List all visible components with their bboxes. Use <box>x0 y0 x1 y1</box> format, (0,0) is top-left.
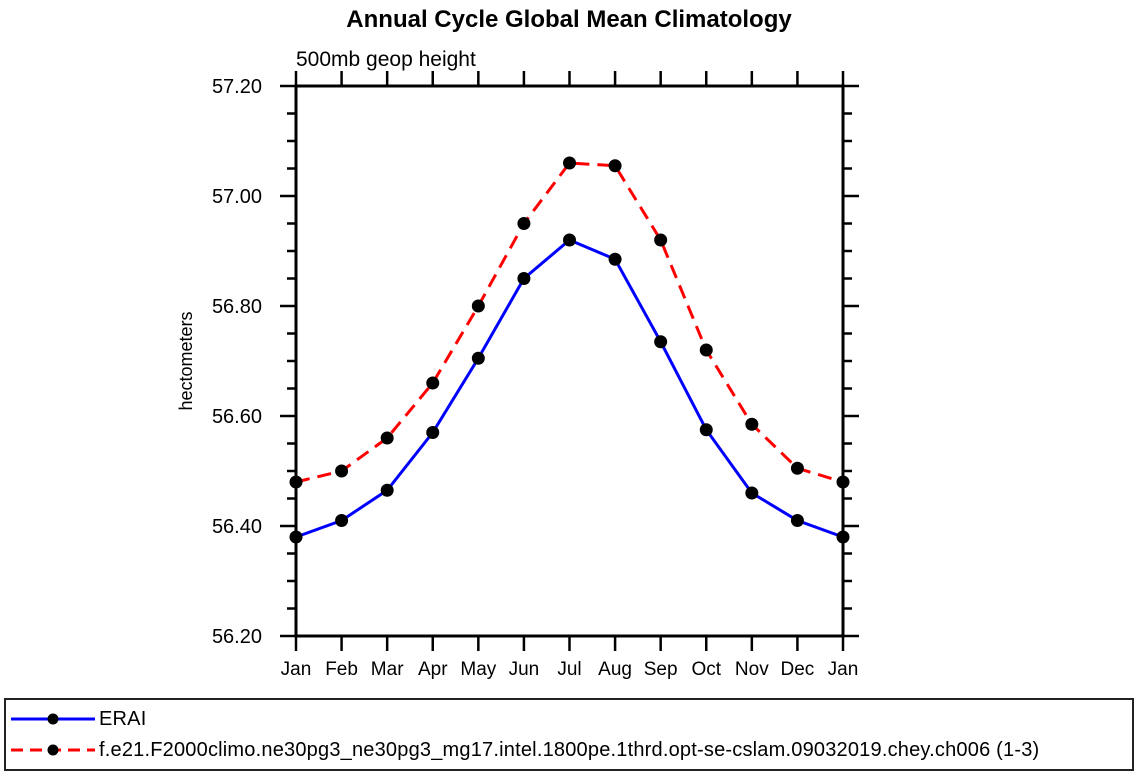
x-tick-label: May <box>460 659 496 680</box>
data-point-marker <box>471 351 485 365</box>
x-tick-label: Feb <box>325 659 358 680</box>
x-tick-label: Dec <box>781 659 815 680</box>
y-tick-label: 57.20 <box>212 76 262 98</box>
data-point-marker <box>654 335 668 349</box>
data-point-marker <box>836 530 850 544</box>
x-tick-label: Jul <box>557 659 581 680</box>
data-point-marker <box>790 514 804 527</box>
legend: ERAI f.e21.F2000climo.ne30pg3_ne30pg3_mg… <box>4 698 1134 771</box>
data-point-marker <box>471 299 485 313</box>
data-point-marker <box>563 233 576 247</box>
data-point-marker <box>563 156 576 170</box>
data-point-marker <box>517 272 531 285</box>
x-tick-label: Mar <box>371 659 404 680</box>
data-point-marker <box>836 475 850 489</box>
x-tick-label: Apr <box>418 659 448 680</box>
data-point-marker <box>335 514 349 527</box>
x-tick-label: Jan <box>828 659 859 680</box>
chart-title: Annual Cycle Global Mean Climatology <box>346 6 792 33</box>
data-point-marker <box>289 475 303 489</box>
data-point-marker <box>699 343 713 357</box>
data-point-marker <box>380 431 394 445</box>
y-tick-label: 57.00 <box>212 186 262 208</box>
data-point-marker <box>745 486 759 500</box>
series-line-erai <box>295 238 844 539</box>
y-tick-label: 56.40 <box>212 516 262 538</box>
data-point-marker <box>380 483 394 497</box>
legend-label-model: f.e21.F2000climo.ne30pg3_ne30pg3_mg17.in… <box>99 739 1040 761</box>
data-point-marker <box>289 530 303 544</box>
chart-canvas: Annual Cycle Global Mean Climatology 500… <box>176 6 859 680</box>
y-axis-label: hectometers <box>176 311 196 410</box>
legend-line-sample-model <box>11 744 95 756</box>
y-tick-label: 56.60 <box>212 406 262 428</box>
data-point-marker <box>517 217 531 230</box>
x-tick-label: Oct <box>691 659 721 680</box>
data-point-marker <box>608 159 622 173</box>
legend-item-erai: ERAI <box>10 709 1132 729</box>
x-tick-label: Jan <box>281 659 312 680</box>
x-tick-label: Jun <box>509 659 540 680</box>
legend-marker-icon <box>47 744 59 756</box>
data-point-marker <box>654 233 668 247</box>
legend-marker-icon <box>47 713 59 725</box>
data-point-marker <box>335 464 349 478</box>
data-point-marker <box>426 426 440 439</box>
y-tick-label: 56.80 <box>212 296 262 318</box>
legend-item-model: f.e21.F2000climo.ne30pg3_ne30pg3_mg17.in… <box>10 740 1132 760</box>
data-point-marker <box>790 461 804 475</box>
x-tick-label: Nov <box>735 659 769 680</box>
chart-subtitle: 500mb geop height <box>296 48 476 71</box>
legend-line-sample-erai <box>11 713 95 725</box>
legend-label-erai: ERAI <box>99 708 147 730</box>
y-tick-label: 56.20 <box>212 626 262 648</box>
series-line-model <box>295 161 844 484</box>
data-point-marker <box>699 423 713 437</box>
x-tick-label: Sep <box>644 659 678 680</box>
data-point-marker <box>426 376 440 390</box>
plot-frame <box>294 84 845 638</box>
x-tick-label: Aug <box>598 659 632 680</box>
data-point-marker <box>608 252 622 266</box>
data-point-marker <box>745 417 759 431</box>
